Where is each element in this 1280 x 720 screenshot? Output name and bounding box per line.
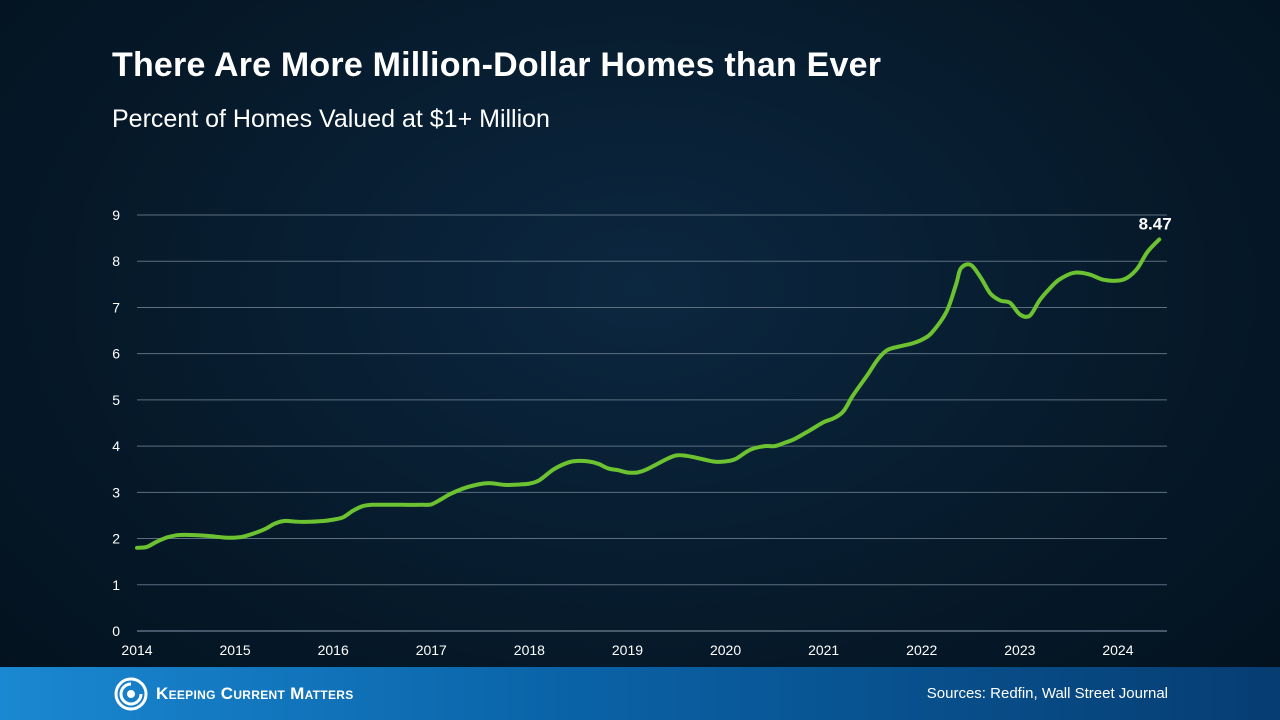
page-title: There Are More Million-Dollar Homes than…	[112, 46, 882, 84]
brand-name: Keeping Current Matters	[156, 684, 354, 703]
y-tick-label: 7	[112, 299, 120, 315]
y-tick-label: 5	[112, 392, 120, 408]
x-tick-label: 2024	[1102, 642, 1133, 658]
chart-gridlines	[137, 214, 1167, 632]
x-tick-label: 2023	[1004, 642, 1035, 658]
y-tick-label: 3	[112, 484, 120, 500]
y-tick-label: 1	[112, 577, 120, 593]
sources-text: Sources: Redfin, Wall Street Journal	[926, 685, 1168, 702]
y-tick-label: 4	[112, 438, 120, 454]
y-tick-label: 9	[112, 207, 120, 223]
x-axis-tick-labels: 2014 2015 2016 2017 2018 2019 2020 2021 2022 2023…	[121, 642, 1133, 658]
y-tick-label: 2	[112, 531, 120, 547]
y-tick-label: 8	[112, 253, 120, 269]
end-value-label: 8.47	[1139, 214, 1172, 233]
brand-logo[interactable]: Keeping Current Matters	[114, 677, 354, 711]
y-tick-label: 6	[112, 346, 120, 362]
y-tick-label: 0	[112, 623, 120, 639]
series-line	[135, 237, 1162, 550]
x-tick-label: 2018	[514, 642, 545, 658]
x-tick-label: 2020	[710, 642, 741, 658]
x-tick-label: 2015	[220, 642, 251, 658]
swirl-logo-icon	[114, 677, 148, 711]
x-tick-label: 2017	[416, 642, 447, 658]
x-tick-label: 2016	[318, 642, 349, 658]
x-tick-label: 2014	[121, 642, 152, 658]
x-tick-label: 2019	[612, 642, 643, 658]
footer-bar: Keeping Current Matters Sources: Redfin,…	[0, 667, 1280, 720]
x-tick-label: 2021	[808, 642, 839, 658]
y-axis-tick-labels: 0 1 2 3 4 5 6 7 8 9	[112, 207, 120, 639]
x-tick-label: 2022	[906, 642, 937, 658]
page-subtitle: Percent of Homes Valued at $1+ Million	[112, 105, 550, 133]
